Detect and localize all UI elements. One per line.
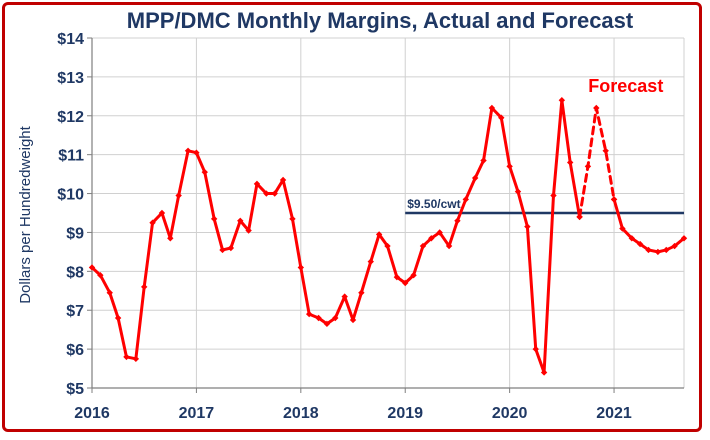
data-point [419,242,427,250]
data-point [332,314,339,322]
axes [87,37,684,393]
y-tick-label: $7 [66,303,84,320]
forecast-series-line [578,106,616,219]
data-point [158,209,166,217]
data-point [219,246,226,254]
y-tick-label: $12 [57,109,84,126]
y-tick-label: $14 [57,31,84,48]
data-point [445,242,453,250]
data-point [263,190,270,197]
data-point [97,272,104,279]
series-group [88,97,688,376]
data-point [619,225,626,232]
data-point [514,188,522,195]
y-tick-label: $8 [66,264,84,281]
data-point [184,147,192,154]
data-point [393,273,401,281]
data-point [375,231,383,238]
data-point [245,227,252,234]
data-point [279,176,287,184]
data-point [367,258,374,265]
data-point [428,235,435,242]
y-tick-label: $9 [66,225,84,242]
y-tick-label: $11 [58,148,84,165]
reference-line-label: $9.50/cwt [407,197,460,211]
data-point [315,314,322,322]
x-tick-label: 2016 [74,405,110,422]
data-point [663,246,670,254]
data-point [410,272,417,279]
data-point [593,104,600,112]
y-tick-label: $13 [57,70,84,87]
data-point [566,159,574,166]
data-point [584,163,592,170]
data-point [471,174,479,182]
data-point [106,289,113,296]
data-point [123,353,130,361]
data-point [671,242,678,250]
data-point [141,283,148,291]
data-point [628,235,635,242]
data-point [271,190,278,197]
data-point [201,168,208,176]
y-tick-labels: $5 $6 $7 $8 $9 $10 $11 $12 $13 $14 [57,31,84,398]
data-point [480,157,487,164]
x-tick-label: 2018 [283,405,319,422]
data-point [88,264,96,271]
data-point [193,149,200,156]
data-point [349,316,357,324]
data-point [402,279,409,287]
data-point [462,196,469,203]
x-tick-labels: 2016 2017 2018 2019 2020 2021 [74,405,632,422]
y-tick-label: $6 [66,342,84,359]
data-point [237,217,244,224]
data-point [227,244,235,252]
data-point [341,293,348,300]
data-point [358,289,365,296]
data-point [506,163,513,170]
data-point [305,310,313,318]
data-point [297,264,305,271]
data-point [253,180,261,188]
reference-line-group: $9.50/cwt [405,197,684,215]
data-point [175,192,182,199]
data-point [524,223,531,230]
data-point [323,320,331,328]
data-point [602,147,609,154]
data-point [289,215,296,223]
x-tick-label: 2019 [387,405,423,422]
data-point [488,104,496,112]
data-point [454,217,461,224]
chart-frame [2,2,702,432]
data-point [636,240,644,248]
data-point [532,345,539,353]
y-tick-label: $5 [66,381,84,398]
data-point [167,235,174,242]
data-point [540,369,548,376]
data-point [645,246,652,254]
data-point [384,242,391,250]
data-point [114,314,122,322]
data-point [149,219,156,226]
data-point [436,229,443,236]
data-point [550,192,557,199]
data-point [498,114,505,121]
actual-series-line [90,98,582,374]
chart-title: MPP/DMC Monthly Margins, Actual and Fore… [127,8,634,33]
data-point [654,248,662,256]
data-point [680,235,688,242]
x-tick-label: 2020 [492,405,528,422]
y-tick-label: $10 [57,187,84,204]
data-point [132,355,140,363]
y-axis-label: Dollars per Hundredweight [17,125,34,303]
data-point [610,196,618,203]
annotations: Forecast [588,76,663,96]
data-point [558,97,566,104]
x-tick-label: 2017 [179,405,215,422]
x-tick-label: 2021 [596,405,632,422]
data-point [576,213,583,221]
data-point [210,215,218,223]
forecast-annotation: Forecast [588,76,663,96]
